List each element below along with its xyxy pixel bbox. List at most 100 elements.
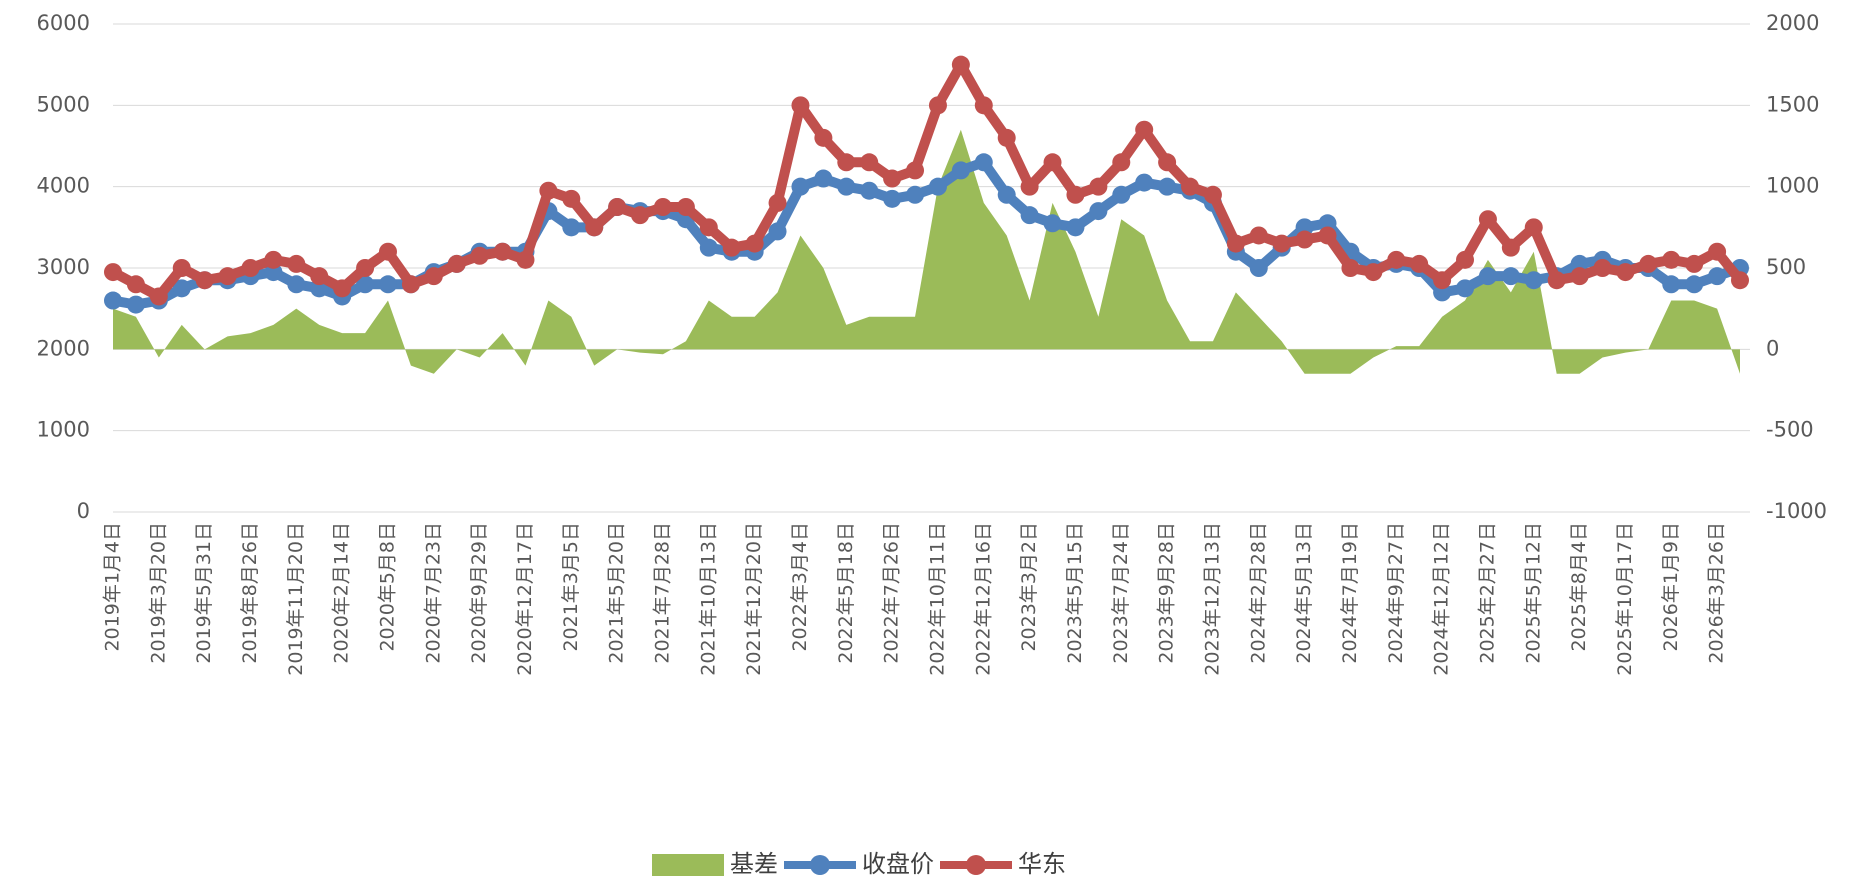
point	[974, 153, 993, 172]
point	[745, 234, 764, 253]
point	[1387, 250, 1406, 269]
point	[378, 242, 397, 261]
point	[149, 287, 168, 306]
point	[722, 238, 741, 257]
point	[104, 291, 122, 310]
x-tick-label: 2021年5月20日	[606, 522, 628, 664]
point	[928, 177, 947, 196]
x-tick-label: 2024年12月12日	[1431, 522, 1453, 676]
point	[951, 55, 970, 74]
point	[860, 181, 879, 200]
point	[1708, 242, 1727, 261]
point	[424, 267, 443, 286]
x-tick-label: 2020年12月17日	[514, 522, 536, 676]
x-tick-label: 2025年10月17日	[1614, 522, 1636, 676]
point	[974, 96, 993, 115]
point	[310, 267, 329, 286]
x-tick-label: 2024年2月28日	[1247, 522, 1269, 664]
point	[1272, 234, 1291, 253]
point	[1226, 234, 1245, 253]
point	[287, 275, 306, 294]
y2-tick-label: 1500	[1766, 92, 1819, 116]
point	[1570, 267, 1589, 286]
point	[401, 275, 420, 294]
x-tick-label: 2020年7月23日	[422, 522, 444, 664]
x-tick-label: 2022年12月16日	[972, 522, 994, 676]
x-tick-label: 2024年9月27日	[1385, 522, 1407, 664]
point	[539, 181, 558, 200]
y2-tick-label: -500	[1766, 418, 1814, 442]
legend-item: 收盘价	[784, 850, 934, 878]
y-tick-label: 5000	[37, 92, 90, 116]
point	[1364, 263, 1383, 282]
x-tick-label: 2021年3月5日	[560, 522, 582, 652]
x-tick-label: 2025年5月12日	[1522, 522, 1544, 664]
point	[264, 250, 283, 269]
x-tick-label: 2024年7月19日	[1339, 522, 1361, 664]
x-tick-label: 2025年8月4日	[1568, 522, 1590, 652]
y-tick-label: 2000	[37, 336, 90, 360]
x-tick-label: 2026年3月26日	[1706, 522, 1728, 664]
point	[1043, 153, 1062, 172]
point	[378, 275, 397, 294]
point	[1685, 275, 1704, 294]
point	[814, 169, 833, 188]
y-tick-label: 6000	[37, 11, 90, 35]
point	[1089, 202, 1108, 221]
x-tick-label: 2021年12月20日	[743, 522, 765, 676]
point	[1731, 271, 1749, 290]
point	[699, 238, 718, 257]
point	[1616, 263, 1635, 282]
point	[1020, 206, 1039, 225]
point	[1112, 153, 1131, 172]
point	[631, 206, 650, 225]
point	[1158, 177, 1177, 196]
x-tick-label: 2019年8月26日	[239, 522, 261, 664]
basis-area	[113, 129, 1740, 374]
legend-item: 基差	[652, 850, 778, 878]
point	[1089, 177, 1108, 196]
point	[1501, 267, 1520, 286]
point	[837, 153, 856, 172]
x-tick-label: 2021年10月13日	[697, 522, 719, 676]
point	[516, 250, 535, 269]
point	[1708, 267, 1727, 286]
x-tick-label: 2019年5月31日	[193, 522, 215, 664]
point	[562, 189, 581, 208]
point	[1662, 250, 1681, 269]
point	[1295, 230, 1314, 249]
point	[493, 242, 512, 261]
point	[791, 96, 810, 115]
x-tick-label: 2022年7月26日	[881, 522, 903, 664]
point	[1478, 267, 1497, 286]
point	[814, 128, 833, 147]
point	[768, 193, 787, 212]
point	[1135, 120, 1154, 139]
x-tick-label: 2023年3月2日	[1018, 522, 1040, 652]
x-tick-label: 2020年2月14日	[331, 522, 353, 664]
point	[608, 198, 627, 216]
x-tick-label: 2023年7月24日	[1110, 522, 1132, 664]
point	[195, 271, 214, 290]
y2-tick-label: 0	[1766, 336, 1779, 360]
point	[1501, 238, 1520, 257]
point	[126, 275, 145, 294]
point	[333, 279, 352, 298]
y-tick-label: 4000	[37, 174, 90, 198]
x-tick-label: 2023年5月15日	[1064, 522, 1086, 664]
point	[997, 185, 1016, 204]
point	[1066, 218, 1085, 237]
x-tick-label: 2019年3月20日	[147, 522, 169, 664]
point	[1524, 218, 1543, 237]
x-tick-label: 2019年11月20日	[285, 522, 307, 676]
legend-marker	[966, 855, 986, 875]
x-tick-label: 2021年7月28日	[651, 522, 673, 664]
point	[1249, 259, 1268, 277]
y2-tick-label: -1000	[1766, 499, 1827, 523]
point	[172, 279, 191, 298]
point	[1685, 254, 1704, 273]
point	[906, 185, 925, 204]
legend-label: 收盘价	[862, 850, 934, 878]
point	[1341, 259, 1360, 277]
